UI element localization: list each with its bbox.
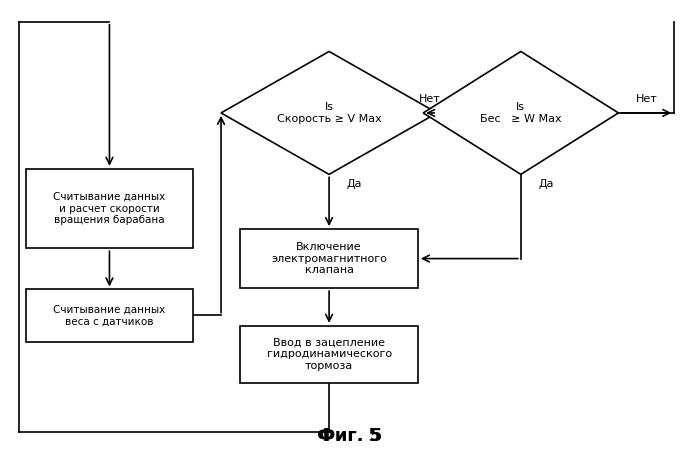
Text: Считывание данных
веса с датчиков: Считывание данных веса с датчиков [53, 305, 166, 326]
Text: Ввод в зацепление
гидродинамического
тормоза: Ввод в зацепление гидродинамического тор… [267, 338, 391, 371]
Text: Is
Бес   ≥ W Max: Is Бес ≥ W Max [480, 102, 561, 124]
Text: Да: Да [346, 179, 362, 189]
Text: Нет: Нет [636, 94, 657, 104]
Text: Включение
электромагнитного
клапана: Включение электромагнитного клапана [271, 242, 387, 275]
Polygon shape [424, 51, 618, 174]
Polygon shape [221, 51, 438, 174]
FancyBboxPatch shape [240, 326, 418, 382]
Text: Да: Да [538, 179, 554, 189]
FancyBboxPatch shape [26, 169, 193, 248]
FancyBboxPatch shape [26, 289, 193, 342]
Text: Фиг. 5: Фиг. 5 [320, 427, 380, 445]
Text: Считывание данных
и расчет скорости
вращения барабана: Считывание данных и расчет скорости вращ… [53, 192, 166, 225]
Text: Фиг. 5: Фиг. 5 [317, 427, 383, 445]
Text: Нет: Нет [419, 94, 441, 104]
Text: Is
Скорость ≥ V Max: Is Скорость ≥ V Max [276, 102, 382, 124]
FancyBboxPatch shape [240, 229, 418, 288]
